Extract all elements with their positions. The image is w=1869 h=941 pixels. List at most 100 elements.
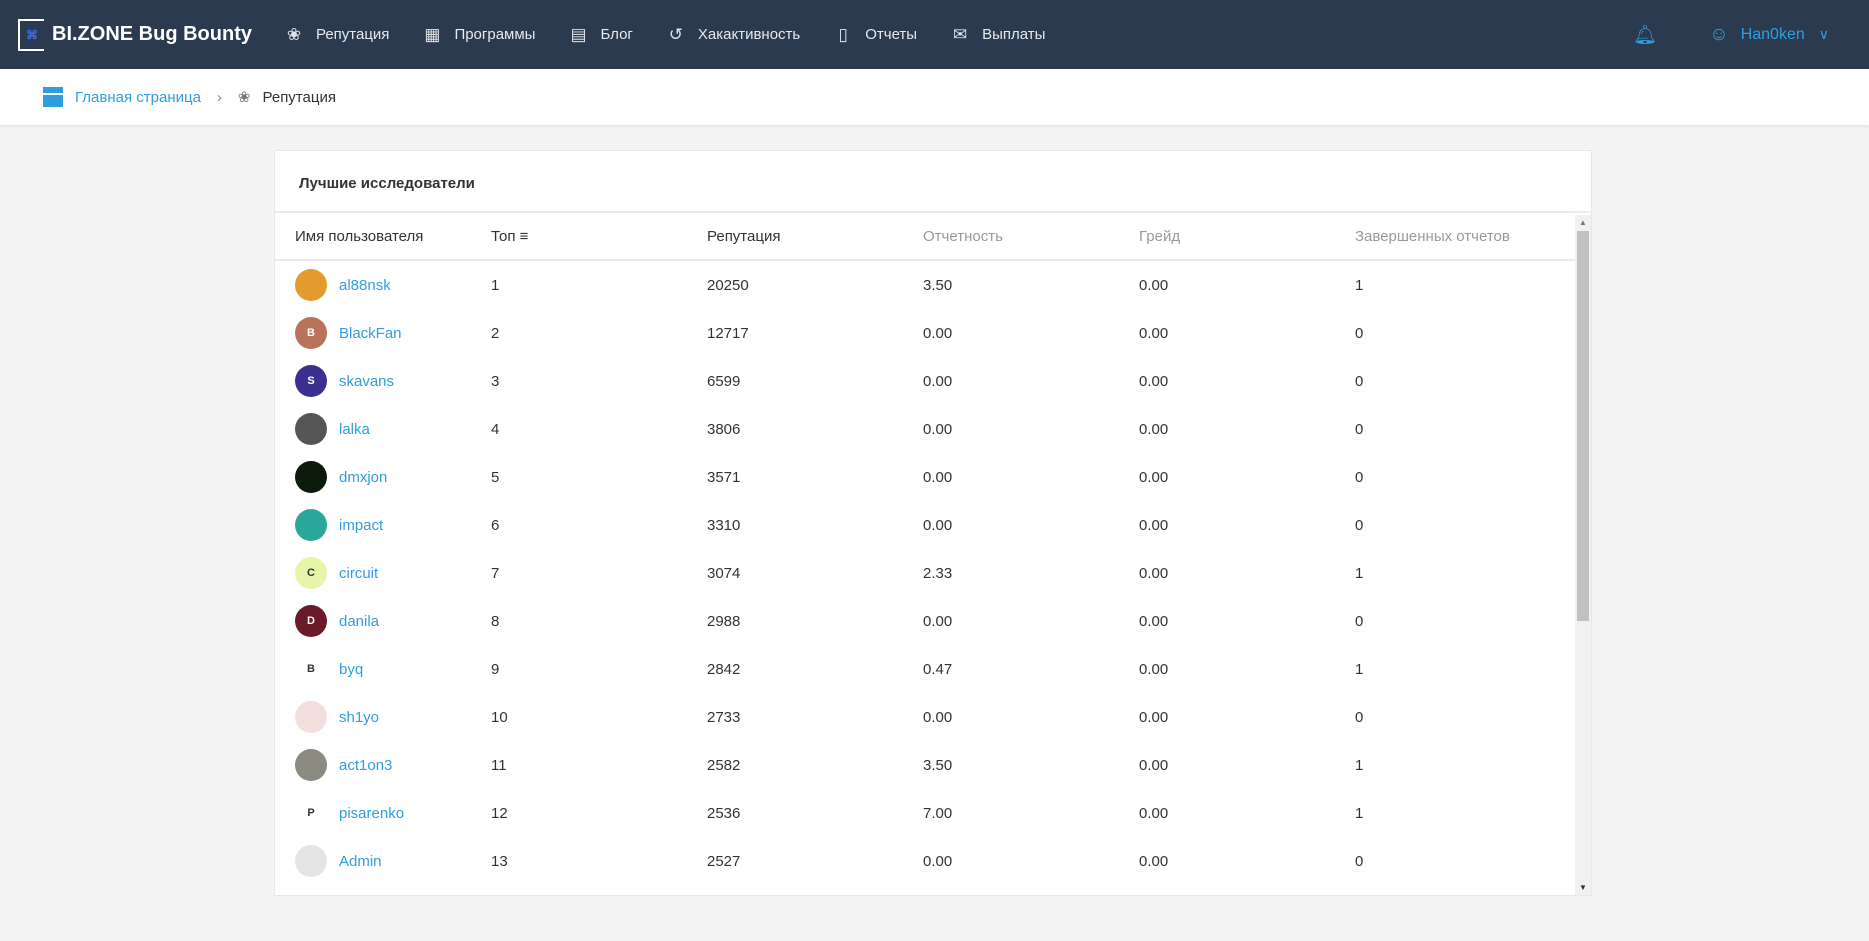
top-cell: 8: [491, 612, 500, 630]
reporting-cell: 3.50: [923, 276, 953, 294]
username-link[interactable]: byq: [339, 660, 364, 678]
avatar[interactable]: [295, 413, 327, 445]
grade-cell: 0.00: [1139, 276, 1169, 294]
username-link[interactable]: impact: [339, 516, 384, 534]
header-username[interactable]: Имя пользователя: [295, 227, 424, 245]
completed-cell: 0: [1355, 516, 1364, 534]
table-body: al88nsk 1 20250 3.50 0.00 1 B BlackFan 2…: [275, 261, 1575, 881]
top-cell: 4: [491, 420, 500, 438]
top-bar: ⌘ BI.ZONE Bug Bounty ❀ Репутация ▦ Программ…: [0, 0, 1869, 69]
user-cell: al88nsk: [275, 269, 491, 301]
report-icon: ▯: [838, 24, 848, 44]
header-completed[interactable]: Завершенных отчетов: [1355, 227, 1510, 245]
username-link[interactable]: dmxjon: [339, 468, 388, 486]
reputation-cell: 3074: [707, 564, 741, 582]
reporting-cell: 0.00: [923, 324, 953, 342]
user-cell: impact: [275, 509, 491, 541]
username-link[interactable]: skavans: [339, 372, 395, 390]
table-row: act1on3 11 2582 3.50 0.00 1: [275, 741, 1575, 789]
user-cell: Admin: [275, 845, 491, 877]
scrollbar-thumb[interactable]: [1577, 231, 1589, 621]
completed-cell: 1: [1355, 804, 1364, 822]
username-link[interactable]: pisarenko: [339, 804, 405, 822]
avatar[interactable]: [295, 701, 327, 733]
user-menu[interactable]: Han0ken: [1740, 25, 1805, 43]
table-row: C circuit 7 3074 2.33 0.00 1: [275, 549, 1575, 597]
avatar[interactable]: [295, 845, 327, 877]
username-link[interactable]: act1on3: [339, 756, 393, 774]
reputation-cell: 2527: [707, 852, 741, 870]
nav-payouts[interactable]: ✉ Выплаты: [950, 25, 1045, 45]
table-row: B BlackFan 2 12717 0.00 0.00 0: [275, 309, 1575, 357]
username-link[interactable]: al88nsk: [339, 276, 391, 294]
reporting-cell: 0.00: [923, 468, 953, 486]
username-link[interactable]: Admin: [339, 852, 382, 870]
sort-icon[interactable]: ≡: [519, 227, 529, 245]
header-top[interactable]: Топ ≡: [491, 228, 707, 245]
table-row: sh1yo 10 2733 0.00 0.00 0: [275, 693, 1575, 741]
avatar[interactable]: D: [295, 605, 327, 637]
researchers-card: Лучшие исследователи Имя пользователя То…: [274, 150, 1592, 896]
completed-cell: 0: [1355, 420, 1364, 438]
nav-programs[interactable]: ▦ Программы: [422, 25, 535, 45]
avatar[interactable]: [295, 269, 327, 301]
avatar[interactable]: [295, 749, 327, 781]
table-row: S skavans 3 6599 0.00 0.00 0: [275, 357, 1575, 405]
avatar[interactable]: [295, 461, 327, 493]
breadcrumb-current: Репутация: [262, 88, 336, 106]
reputation-cell: 2536: [707, 804, 741, 822]
header-reporting[interactable]: Отчетность: [923, 227, 1003, 245]
nav-label: Отчеты: [865, 26, 918, 43]
scroll-up-icon[interactable]: ▲: [1579, 218, 1587, 227]
nav-hackactivity[interactable]: ↺ Хакактивность: [666, 25, 800, 45]
reporting-cell: 0.00: [923, 708, 953, 726]
top-cell: 6: [491, 516, 500, 534]
table-row: lalka 4 3806 0.00 0.00 0: [275, 405, 1575, 453]
reporting-cell: 7.00: [923, 804, 953, 822]
nav-label: Выплаты: [982, 26, 1046, 43]
home-icon: [43, 87, 63, 107]
avatar[interactable]: S: [295, 365, 327, 397]
nav-label: Блог: [600, 26, 633, 43]
avatar[interactable]: B: [295, 317, 327, 349]
user-cell: S skavans: [275, 365, 491, 397]
breadcrumb-home[interactable]: Главная страница: [75, 88, 201, 106]
nav-blog[interactable]: ▤ Блог: [568, 25, 632, 45]
completed-cell: 1: [1355, 756, 1364, 774]
completed-cell: 1: [1355, 564, 1364, 582]
username-link[interactable]: circuit: [339, 564, 379, 582]
nav-reports[interactable]: ▯ Отчеты: [833, 24, 918, 45]
chevron-down-icon[interactable]: ∨: [1818, 26, 1829, 42]
scrollbar[interactable]: ▲ ▼: [1575, 215, 1591, 895]
grade-cell: 0.00: [1139, 852, 1169, 870]
logo-text: BI.ZONE Bug Bounty: [52, 23, 252, 45]
nav-reputation[interactable]: ❀ Репутация: [284, 25, 390, 45]
avatar[interactable]: [295, 509, 327, 541]
avatar[interactable]: P: [295, 797, 327, 829]
user-cell: B BlackFan: [275, 317, 491, 349]
completed-cell: 0: [1355, 372, 1364, 390]
reputation-cell: 2733: [707, 708, 741, 726]
top-cell: 7: [491, 564, 500, 582]
reporting-cell: 0.00: [923, 852, 953, 870]
header-top-label: Топ: [491, 227, 516, 245]
card-title: Лучшие исследователи: [275, 151, 1591, 213]
username-link[interactable]: sh1yo: [339, 708, 380, 726]
grade-cell: 0.00: [1139, 708, 1169, 726]
grade-cell: 0.00: [1139, 612, 1169, 630]
header-grade[interactable]: Грейд: [1139, 227, 1181, 245]
username-link[interactable]: lalka: [339, 420, 370, 438]
avatar[interactable]: B: [295, 653, 327, 685]
avatar[interactable]: C: [295, 557, 327, 589]
header-reputation[interactable]: Репутация: [707, 227, 781, 245]
scroll-down-icon[interactable]: ▼: [1579, 883, 1587, 892]
top-cell: 12: [491, 804, 508, 822]
logo[interactable]: ⌘ BI.ZONE Bug Bounty: [18, 18, 252, 51]
username-link[interactable]: BlackFan: [339, 324, 402, 342]
table-row: D danila 8 2988 0.00 0.00 0: [275, 597, 1575, 645]
bell-icon[interactable]: 🔔︎: [1633, 24, 1658, 46]
reputation-cell: 2842: [707, 660, 741, 678]
username-link[interactable]: danila: [339, 612, 380, 630]
user-cell: act1on3: [275, 749, 491, 781]
reporting-cell: 0.47: [923, 660, 953, 678]
